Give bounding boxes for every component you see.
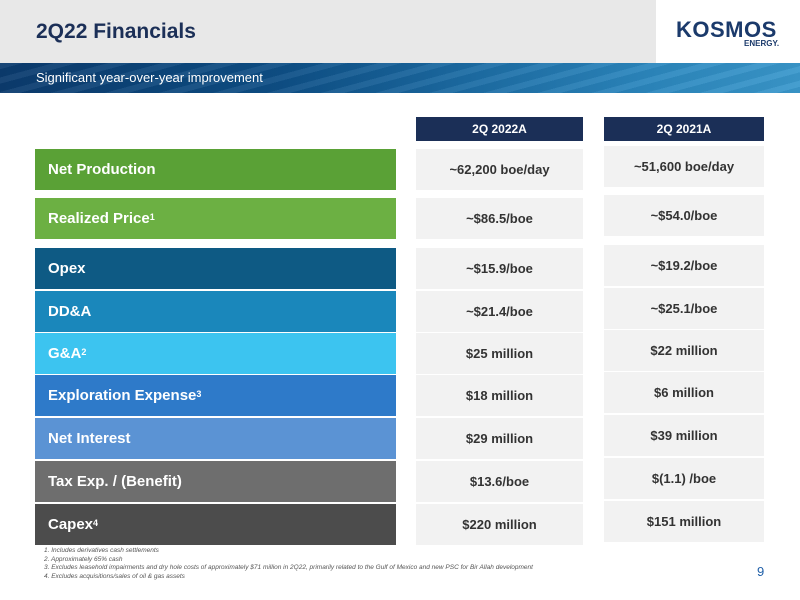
value-2022: $13.6/boe — [416, 461, 583, 502]
row-label-text: Net Production — [48, 161, 156, 178]
row-label: DD&A — [35, 291, 396, 332]
value-2021: $151 million — [604, 501, 764, 542]
row-label-text: Exploration Expense — [48, 387, 197, 404]
value-2021: $22 million — [604, 330, 764, 371]
page-title: 2Q22 Financials — [36, 20, 196, 43]
footnote-marker: 4 — [93, 517, 99, 528]
row-label: Net Interest — [35, 418, 396, 459]
value-2022: ~$21.4/boe — [416, 291, 583, 332]
value-2022: ~$86.5/boe — [416, 198, 583, 239]
row-label-text: Tax Exp. / (Benefit) — [48, 473, 182, 490]
row-label: G&A 2 — [35, 333, 396, 374]
footnote: 2. Approximately 65% cash — [44, 555, 123, 563]
value-2021: $(1.1) /boe — [604, 458, 764, 499]
value-2021: ~$25.1/boe — [604, 288, 764, 329]
company-logo: KOSMOS ENERGY. — [656, 0, 800, 63]
title-bar: 2Q22 Financials — [0, 0, 656, 63]
banner-texture — [0, 63, 800, 93]
value-2022: ~$15.9/boe — [416, 248, 583, 289]
footnote-marker: 3 — [196, 388, 202, 399]
column-header-2021: 2Q 2021A — [604, 117, 764, 141]
row-label: Net Production — [35, 149, 396, 190]
row-label: Exploration Expense 3 — [35, 375, 396, 416]
row-label-text: Opex — [48, 260, 86, 277]
row-label: Realized Price 1 — [35, 198, 396, 239]
value-2022: $220 million — [416, 504, 583, 545]
value-2021: ~$54.0/boe — [604, 195, 764, 236]
footnote-marker: 1 — [149, 211, 155, 222]
footnote: 4. Excludes acquisitions/sales of oil & … — [44, 572, 185, 580]
value-2022: ~62,200 boe/day — [416, 149, 583, 190]
row-label: Opex — [35, 248, 396, 289]
row-label-text: Capex — [48, 516, 94, 533]
value-2021: $6 million — [604, 372, 764, 413]
page-number: 9 — [757, 564, 765, 579]
row-label: Capex 4 — [35, 504, 396, 545]
row-label-text: Net Interest — [48, 430, 131, 447]
row-label-text: DD&A — [48, 303, 92, 320]
logo-subtext: ENERGY. — [744, 39, 780, 48]
value-2021: $39 million — [604, 415, 764, 456]
row-label: Tax Exp. / (Benefit) — [35, 461, 396, 502]
value-2022: $25 million — [416, 333, 583, 374]
row-label-text: G&A — [48, 345, 82, 362]
value-2021: ~51,600 boe/day — [604, 146, 764, 187]
column-header-2022: 2Q 2022A — [416, 117, 583, 141]
footnotes: 1. Includes derivatives cash settlements… — [44, 547, 533, 581]
logo-wordmark: KOSMOS — [676, 17, 777, 42]
value-2022: $18 million — [416, 375, 583, 416]
footnote: 1. Includes derivatives cash settlements — [44, 547, 159, 554]
row-label-text: Realized Price — [48, 210, 150, 227]
subtitle-banner: Significant year-over-year improvement — [0, 63, 800, 93]
footnote: 3. Excludes leasehold impairments and dr… — [44, 564, 533, 571]
subtitle: Significant year-over-year improvement — [36, 70, 263, 85]
value-2021: ~$19.2/boe — [604, 245, 764, 286]
footnote-marker: 2 — [81, 346, 87, 357]
value-2022: $29 million — [416, 418, 583, 459]
